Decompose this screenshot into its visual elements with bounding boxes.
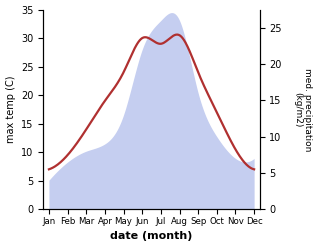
Y-axis label: med. precipitation
(kg/m2): med. precipitation (kg/m2) — [293, 68, 313, 151]
X-axis label: date (month): date (month) — [110, 231, 193, 242]
Y-axis label: max temp (C): max temp (C) — [5, 76, 16, 143]
